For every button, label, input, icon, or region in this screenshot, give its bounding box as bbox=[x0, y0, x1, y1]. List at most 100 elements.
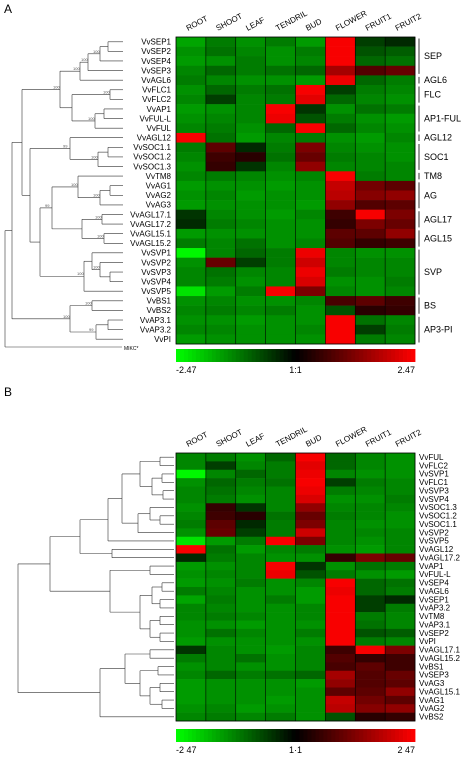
panel-a-gene-label: VvFLC1 bbox=[142, 86, 171, 95]
panel-b-gene-label: VvFLC1 bbox=[419, 478, 448, 487]
panel-a-cell bbox=[325, 37, 356, 47]
panel-a-bootstrap-label: 100 bbox=[93, 265, 100, 270]
panel-b-cell bbox=[205, 494, 237, 504]
panel-a-cell bbox=[235, 200, 266, 210]
panel-b-cell bbox=[355, 561, 386, 571]
panel-b-cell bbox=[385, 536, 416, 546]
panel-a-cell bbox=[325, 209, 356, 220]
panel-a-cell bbox=[325, 123, 356, 134]
panel-a-cell bbox=[295, 286, 326, 297]
panel-b-colorbar-segment bbox=[331, 729, 336, 742]
panel-a-cell bbox=[176, 104, 207, 115]
panel-b-colorbar-segment bbox=[283, 729, 288, 742]
panel-b-cell bbox=[325, 670, 356, 680]
panel-a-cell bbox=[235, 190, 266, 201]
panel-b-cell bbox=[176, 469, 207, 479]
panel-a-cell bbox=[176, 248, 207, 258]
panel-b-cell bbox=[205, 453, 237, 462]
panel-b-cell bbox=[235, 461, 266, 471]
panel-b-gene-label: VvAGL6 bbox=[419, 587, 449, 596]
panel-a-cell bbox=[176, 209, 207, 220]
panel-a-cell bbox=[385, 46, 416, 57]
panel-b-cell bbox=[176, 486, 207, 496]
panel-a-column-label: FRUIT1 bbox=[364, 11, 393, 32]
panel-a-colorbar-segment bbox=[395, 349, 400, 362]
panel-a-cell bbox=[355, 257, 386, 268]
panel-b-colorbar-segment bbox=[243, 729, 249, 742]
panel-a-cell bbox=[265, 171, 296, 182]
panel-a-group-label: AGL15 bbox=[424, 233, 452, 243]
panel-a-cell bbox=[385, 113, 416, 124]
panel-b-cell bbox=[325, 528, 356, 538]
panel-a-bootstrap-label: 100 bbox=[77, 271, 84, 276]
panel-a-cell bbox=[265, 190, 296, 201]
panel-a-cell bbox=[325, 75, 356, 86]
panel-b-cell bbox=[355, 645, 386, 655]
panel-a-colorbar-segment bbox=[187, 349, 193, 362]
panel-a-colorbar-segment bbox=[176, 349, 181, 362]
panel-a-cell bbox=[295, 315, 326, 326]
panel-b-cell bbox=[205, 620, 237, 630]
panel-b-cell bbox=[355, 570, 386, 579]
panel-a-cell bbox=[295, 113, 326, 124]
panel-b-cell bbox=[355, 461, 386, 471]
panel-a-cell bbox=[235, 296, 266, 306]
panel-b-cell bbox=[355, 536, 386, 546]
panel-b-cell bbox=[325, 628, 356, 638]
panel-a-cell bbox=[355, 84, 386, 95]
panel-a-bootstrap-label: 100 bbox=[63, 314, 70, 319]
panel-a-group-label: AP3-PI bbox=[424, 325, 453, 335]
panel-b-cell bbox=[205, 503, 237, 512]
panel-a-cell bbox=[385, 315, 416, 326]
panel-a-cell bbox=[385, 200, 416, 210]
panel-b-cell bbox=[325, 712, 356, 722]
panel-a-colorbar-segment bbox=[211, 349, 217, 362]
panel-a-cell bbox=[265, 334, 296, 345]
panel-a-cell bbox=[235, 142, 266, 153]
panel-b-cell bbox=[325, 520, 356, 529]
panel-b-cell bbox=[235, 478, 266, 487]
panel-b-cell bbox=[235, 545, 266, 554]
panel-b-colorbar-segment bbox=[403, 729, 408, 742]
panel-b-cell bbox=[355, 494, 386, 504]
panel-b-colorbar-segment bbox=[379, 729, 384, 742]
panel-b-colorbar-segment bbox=[176, 729, 181, 742]
panel-a-cell bbox=[205, 142, 237, 153]
panel-a-group-label: AGL6 bbox=[424, 75, 447, 85]
panel-a-cell bbox=[295, 324, 326, 335]
panel-b-colorbar-segment bbox=[211, 729, 217, 742]
panel-b-cell bbox=[176, 687, 207, 697]
panel-b-colorbar-segment bbox=[183, 729, 189, 742]
panel-b-cell bbox=[205, 545, 237, 554]
panel-a-cell bbox=[355, 37, 386, 47]
panel-b-cell bbox=[295, 545, 326, 554]
panel-a-cell bbox=[235, 152, 266, 163]
panel-a-cell bbox=[325, 248, 356, 258]
panel-b-cell bbox=[265, 587, 296, 596]
panel-b-gene-label: VvSEP1 bbox=[419, 595, 449, 604]
panel-a-group-label: AGL17 bbox=[424, 214, 452, 224]
panel-b-gene-label: VvAG3 bbox=[419, 679, 445, 688]
panel-a-gene-label: VvFUL bbox=[147, 124, 172, 133]
panel-a-cell bbox=[355, 152, 386, 163]
panel-b-cell bbox=[205, 645, 237, 655]
panel-b-cell bbox=[325, 654, 356, 663]
panel-b-colorbar-segment bbox=[203, 729, 209, 742]
panel-b-cell bbox=[295, 570, 326, 579]
panel-b-gene-label: VvSVP2 bbox=[419, 528, 449, 537]
panel-b-cell bbox=[295, 595, 326, 605]
panel-a-cell bbox=[265, 123, 296, 134]
panel-b-cell bbox=[325, 595, 356, 605]
panel-b-colorbar-segment bbox=[195, 729, 201, 742]
panel-a-cell bbox=[205, 65, 237, 76]
panel-b-cell bbox=[235, 695, 266, 705]
panel-a-cell bbox=[265, 56, 296, 67]
panel-a-colorbar-segment bbox=[235, 349, 241, 362]
panel-b-colorbar-segment bbox=[251, 729, 257, 742]
panel-a-bootstrap-label: 99 bbox=[89, 327, 94, 332]
panel-b-colorbar-segment bbox=[335, 729, 340, 742]
panel-b-cell bbox=[176, 494, 207, 504]
panel-a-cell bbox=[235, 56, 266, 67]
panel-a-cell bbox=[355, 65, 386, 76]
panel-b-cell bbox=[205, 695, 237, 705]
